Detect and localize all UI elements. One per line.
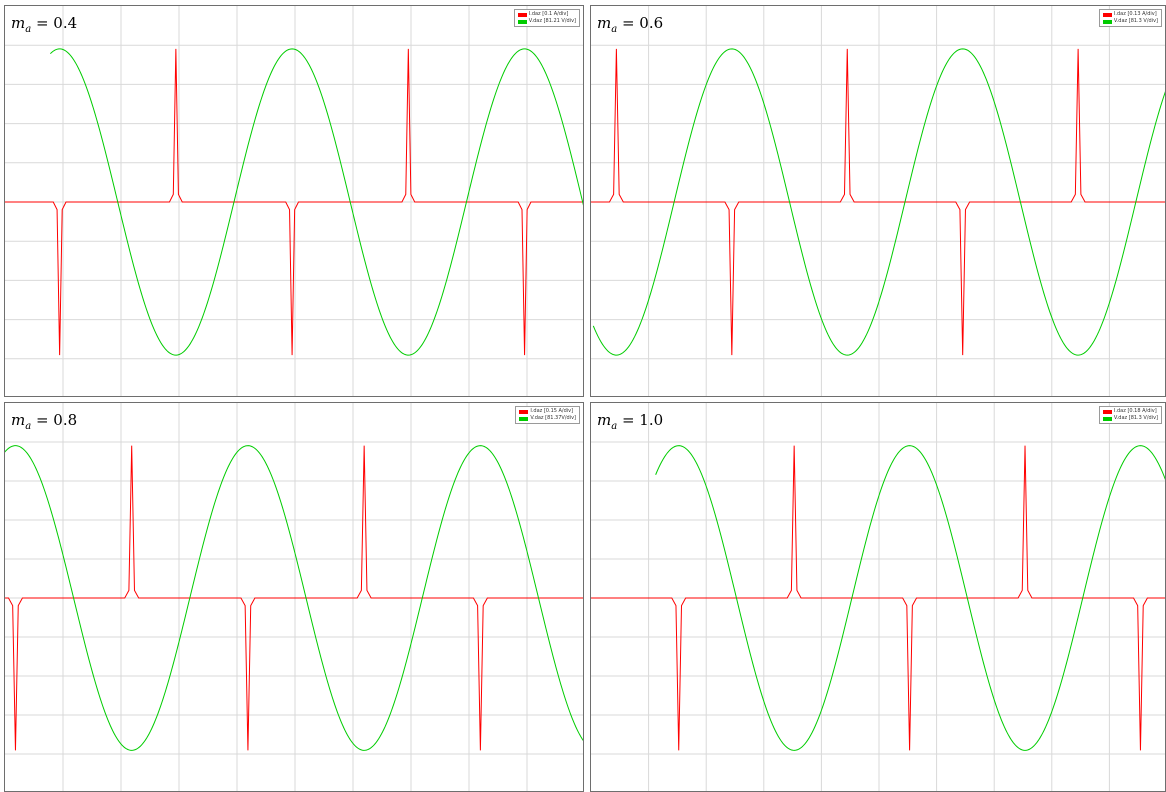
legend-swatch-red [1102, 12, 1112, 17]
ma-label: ma = 0.4 [11, 14, 78, 35]
legend-label: I.daz [0.1 A/div] [528, 11, 569, 17]
legend: I.daz [0.1 A/div] V.daz [81.21 V/div] [513, 9, 580, 27]
current-trace [591, 445, 1165, 751]
plot-area [591, 403, 1165, 791]
legend-swatch-red [517, 12, 527, 17]
legend-item-voltage: V.daz [81.3 V/div] [1102, 415, 1158, 422]
voltage-trace [5, 445, 583, 751]
legend-label: V.daz [81.37V/div] [530, 415, 576, 421]
legend-swatch-red [1102, 409, 1112, 414]
legend-swatch-green [519, 416, 529, 421]
ma-label: ma = 0.8 [11, 411, 78, 432]
legend-label: I.daz [0.18 A/div] [1113, 408, 1157, 414]
legend-item-voltage: V.daz [81.37V/div] [519, 415, 576, 422]
legend-item-current: I.daz [0.15 A/div] [519, 408, 576, 415]
legend-swatch-green [1102, 416, 1112, 421]
current-trace [5, 445, 583, 751]
legend-label: V.daz [81.3 V/div] [1113, 415, 1158, 421]
voltage-trace [592, 48, 1165, 356]
chart-panel-ma-0-4: ma = 0.4 I.daz [0.1 A/div] V.daz [81.21 … [4, 5, 584, 397]
plot-area [5, 6, 583, 396]
ma-label: ma = 0.6 [597, 14, 664, 35]
legend-label: V.daz [81.21 V/div] [528, 18, 576, 24]
voltage-trace [655, 445, 1165, 751]
current-trace [5, 48, 583, 356]
legend: I.daz [0.13 A/div] V.daz [81.3 V/div] [1098, 9, 1162, 27]
legend-label: I.daz [0.13 A/div] [1113, 11, 1157, 17]
legend: I.daz [0.15 A/div] V.daz [81.37V/div] [515, 406, 580, 424]
legend-swatch-green [1102, 19, 1112, 24]
legend-swatch-green [517, 19, 527, 24]
legend-label: I.daz [0.15 A/div] [530, 408, 574, 414]
plot-area [5, 403, 583, 791]
voltage-trace [49, 48, 583, 356]
legend-label: V.daz [81.3 V/div] [1113, 18, 1158, 24]
legend-item-current: I.daz [0.18 A/div] [1102, 408, 1158, 415]
chart-panel-ma-0-6: ma = 0.6 I.daz [0.13 A/div] V.daz [81.3 … [590, 5, 1166, 397]
current-trace [591, 48, 1165, 356]
legend-item-voltage: V.daz [81.21 V/div] [517, 18, 576, 25]
legend-item-current: I.daz [0.13 A/div] [1102, 11, 1158, 18]
plot-area [591, 6, 1165, 396]
legend-swatch-red [519, 409, 529, 414]
chart-panel-ma-1-0: ma = 1.0 I.daz [0.18 A/div] V.daz [81.3 … [590, 402, 1166, 792]
ma-label: ma = 1.0 [597, 411, 664, 432]
legend-item-current: I.daz [0.1 A/div] [517, 11, 576, 18]
legend: I.daz [0.18 A/div] V.daz [81.3 V/div] [1098, 406, 1162, 424]
legend-item-voltage: V.daz [81.3 V/div] [1102, 18, 1158, 25]
chart-panel-ma-0-8: ma = 0.8 I.daz [0.15 A/div] V.daz [81.37… [4, 402, 584, 792]
